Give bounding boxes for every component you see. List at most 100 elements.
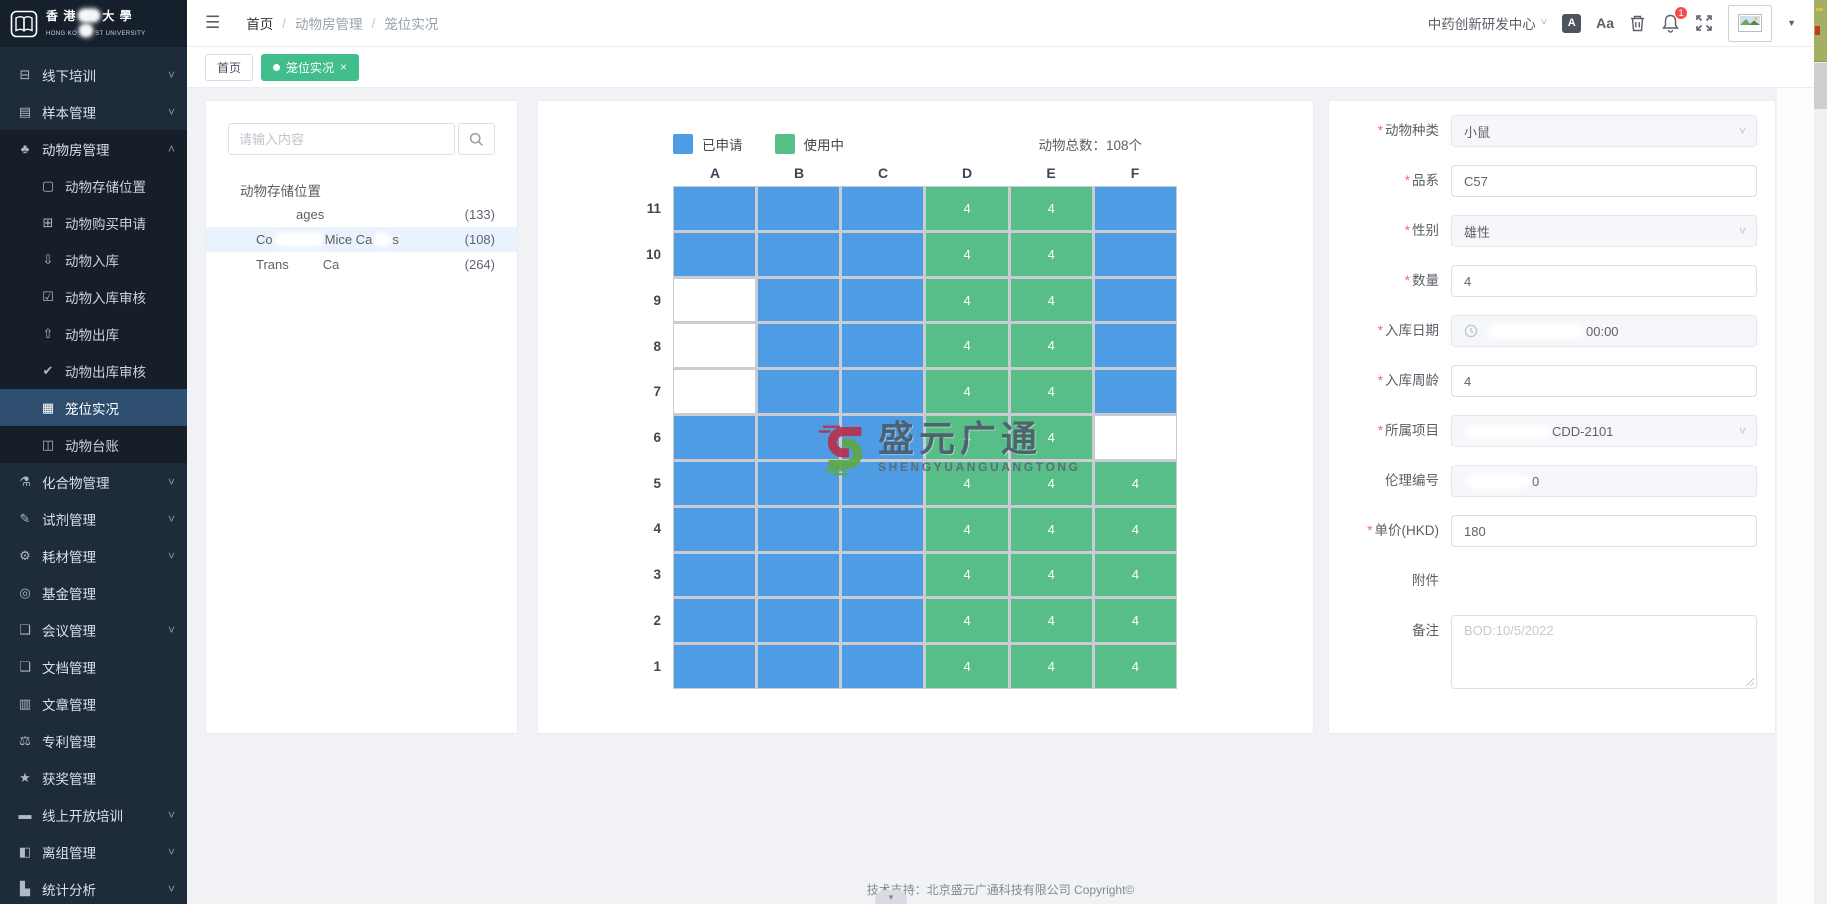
tree-item-trans-cages[interactable]: Trans Ca (264) <box>206 252 517 277</box>
browser-scrollbar[interactable] <box>1814 0 1827 904</box>
cage-cell-D7[interactable]: 4 <box>926 370 1008 414</box>
close-icon[interactable]: × <box>340 60 348 74</box>
remarks-textarea[interactable]: BOD:10/5/2022 <box>1451 615 1757 689</box>
sidebar-item-compound-mgmt[interactable]: ⚗ 化合物管理 ˅ <box>0 463 187 500</box>
cage-cell-D3[interactable]: 4 <box>926 553 1008 597</box>
cage-cell-F3[interactable]: 4 <box>1094 553 1176 597</box>
cage-cell-C5[interactable] <box>842 461 924 505</box>
cage-cell-A6[interactable] <box>674 416 756 459</box>
cage-cell-C8[interactable] <box>842 324 924 368</box>
cage-cell-E5[interactable]: 4 <box>1010 461 1092 505</box>
cage-cell-B6[interactable] <box>758 416 840 459</box>
inbound-age-weeks-input[interactable]: 4 <box>1451 365 1757 397</box>
cage-cell-E11[interactable]: 4 <box>1010 187 1092 230</box>
sidebar-item-animal-outbound[interactable]: ⇧ 动物出库 <box>0 315 187 352</box>
cage-cell-E6[interactable]: 4 <box>1010 416 1092 459</box>
notifications-bell-icon[interactable]: 1 <box>1661 6 1689 33</box>
cage-cell-F4[interactable]: 4 <box>1094 507 1176 551</box>
cage-cell-B8[interactable] <box>758 324 840 368</box>
cage-cell-E8[interactable]: 4 <box>1010 324 1092 368</box>
cage-cell-E2[interactable]: 4 <box>1010 599 1092 643</box>
sidebar-item-fund-mgmt[interactable]: ◎ 基金管理 <box>0 574 187 611</box>
cage-cell-A10[interactable] <box>674 232 756 276</box>
cage-cell-C3[interactable] <box>842 553 924 597</box>
cage-cell-A7[interactable] <box>674 370 756 414</box>
ethics-no-input[interactable]: 0 <box>1451 465 1757 497</box>
sidebar-item-article-mgmt[interactable]: ▥ 文章管理 <box>0 685 187 722</box>
sidebar-item-animal-inbound[interactable]: ⇩ 动物入库 <box>0 241 187 278</box>
cage-cell-C4[interactable] <box>842 507 924 551</box>
project-select[interactable]: CDD-2101 ˅ <box>1451 415 1757 447</box>
sidebar-item-patent-mgmt[interactable]: ⚖ 专利管理 <box>0 722 187 759</box>
cage-cell-E7[interactable]: 4 <box>1010 370 1092 414</box>
sidebar-item-document-mgmt[interactable]: ❏ 文档管理 <box>0 648 187 685</box>
cage-cell-A5[interactable] <box>674 461 756 505</box>
cage-cell-F9[interactable] <box>1094 278 1176 322</box>
sidebar-item-cage-status[interactable]: ▦ 笼位实况 <box>0 389 187 426</box>
cage-cell-F7[interactable] <box>1094 370 1176 414</box>
cage-cell-E10[interactable]: 4 <box>1010 232 1092 276</box>
cage-cell-A8[interactable] <box>674 324 756 368</box>
cage-cell-F1[interactable]: 4 <box>1094 645 1176 688</box>
cage-cell-C10[interactable] <box>842 232 924 276</box>
cage-cell-B10[interactable] <box>758 232 840 276</box>
cage-cell-B5[interactable] <box>758 461 840 505</box>
cage-cell-D8[interactable]: 4 <box>926 324 1008 368</box>
cage-cell-D5[interactable]: 4 <box>926 461 1008 505</box>
tab-item[interactable]: 首页 <box>205 53 254 81</box>
sidebar-item-online-open-training[interactable]: ▬ 线上开放培训 ˅ <box>0 796 187 833</box>
trash-icon[interactable] <box>1629 14 1646 32</box>
collapse-sidebar-icon[interactable]: ☰ <box>205 13 221 32</box>
tree-item-cages[interactable]: ages (133) <box>206 202 517 227</box>
avatar[interactable] <box>1728 4 1773 42</box>
sidebar-item-animal-storage-location[interactable]: ▢ 动物存储位置 <box>0 167 187 204</box>
cage-cell-A4[interactable] <box>674 507 756 551</box>
strain-input[interactable]: C57 <box>1451 165 1757 197</box>
sidebar-item-animal-purchase-request[interactable]: ⊞ 动物购买申请 <box>0 204 187 241</box>
cage-cell-C6[interactable] <box>842 416 924 459</box>
search-input[interactable] <box>228 123 455 155</box>
cage-cell-F5[interactable]: 4 <box>1094 461 1176 505</box>
org-switcher[interactable]: 中药创新研发中心 ˅ <box>1428 13 1547 33</box>
tab-active-item[interactable]: 笼位实况 × <box>261 53 360 81</box>
sidebar-item-sample-mgmt[interactable]: ▤ 样本管理 ˅ <box>0 93 187 130</box>
cage-cell-B4[interactable] <box>758 507 840 551</box>
cage-cell-C11[interactable] <box>842 187 924 230</box>
footer-collapse-pill[interactable]: ▼ <box>875 890 907 904</box>
cage-cell-B11[interactable] <box>758 187 840 230</box>
sidebar-item-animal-ledger[interactable]: ◫ 动物台账 <box>0 426 187 463</box>
cage-cell-B9[interactable] <box>758 278 840 322</box>
sidebar-item-award-mgmt[interactable]: ★ 获奖管理 <box>0 759 187 796</box>
cage-cell-D1[interactable]: 4 <box>926 645 1008 688</box>
cage-cell-F10[interactable] <box>1094 232 1176 276</box>
cage-cell-E1[interactable]: 4 <box>1010 645 1092 688</box>
cage-cell-C1[interactable] <box>842 645 924 688</box>
sidebar-item-meeting-mgmt[interactable]: ❑ 会议管理 ˅ <box>0 611 187 648</box>
resize-handle-icon[interactable] <box>1744 676 1754 686</box>
cage-cell-D4[interactable]: 4 <box>926 507 1008 551</box>
inbound-date-input[interactable]: 00:00 <box>1451 315 1757 347</box>
cage-cell-A11[interactable] <box>674 187 756 230</box>
font-size-icon[interactable]: Aa <box>1596 15 1615 31</box>
tree-root-label[interactable]: 动物存储位置 <box>240 183 321 199</box>
sidebar-item-offline-training[interactable]: ⊟ 线下培训 ˅ <box>0 56 187 93</box>
cage-cell-B7[interactable] <box>758 370 840 414</box>
sidebar-item-animal-outbound-audit[interactable]: ✔ 动物出库审核 <box>0 352 187 389</box>
cage-cell-A3[interactable] <box>674 553 756 597</box>
cage-cell-E4[interactable]: 4 <box>1010 507 1092 551</box>
animal-species-select[interactable]: 小鼠 ˅ <box>1451 115 1757 147</box>
cage-cell-D2[interactable]: 4 <box>926 599 1008 643</box>
cage-cell-C7[interactable] <box>842 370 924 414</box>
sidebar-item-stats-analysis[interactable]: ▙ 统计分析 ˅ <box>0 870 187 904</box>
cage-cell-D6[interactable]: 4 <box>926 416 1008 459</box>
sidebar-item-consumables-mgmt[interactable]: ⚙ 耗材管理 ˅ <box>0 537 187 574</box>
breadcrumb-item[interactable]: 动物房管理 <box>295 17 363 32</box>
cage-cell-C2[interactable] <box>842 599 924 643</box>
cage-cell-A9[interactable] <box>674 278 756 322</box>
cage-cell-E9[interactable]: 4 <box>1010 278 1092 322</box>
sidebar-item-group-mgmt[interactable]: ◧ 离组管理 ˅ <box>0 833 187 870</box>
sidebar-item-animal-inbound-audit[interactable]: ☑ 动物入库审核 <box>0 278 187 315</box>
cage-cell-B3[interactable] <box>758 553 840 597</box>
attachment-area[interactable] <box>1451 565 1757 597</box>
unit-price-hkd-input[interactable]: 180 <box>1451 515 1757 547</box>
